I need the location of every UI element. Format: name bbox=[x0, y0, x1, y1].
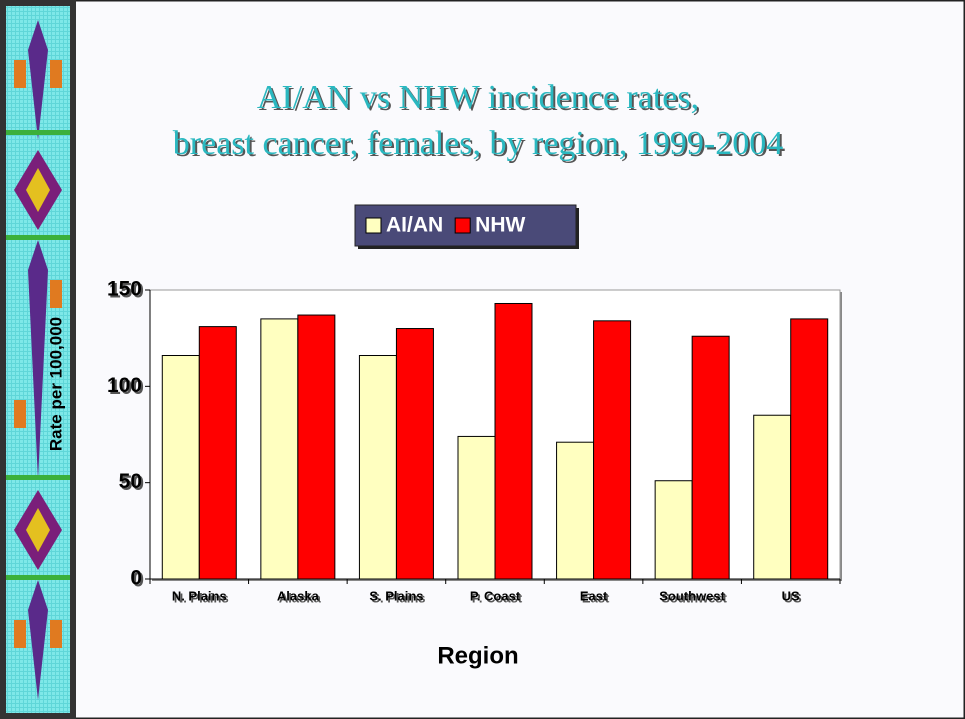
x-tick-label: S. Plains bbox=[369, 588, 423, 603]
x-tick-label: US bbox=[782, 588, 800, 603]
bar bbox=[198, 326, 237, 580]
bar bbox=[457, 435, 496, 580]
bar bbox=[260, 318, 299, 580]
chart-subtitle: breast cancer, females, by region, 1999-… bbox=[173, 125, 783, 162]
legend-swatch bbox=[454, 217, 471, 234]
bar bbox=[790, 318, 829, 580]
bar bbox=[297, 314, 336, 580]
bar bbox=[161, 355, 200, 580]
x-tick-label: Alaska bbox=[277, 588, 320, 603]
y-axis-label: Rate per 100,000 bbox=[46, 317, 65, 451]
x-tick-label: East bbox=[580, 588, 608, 603]
bar bbox=[753, 414, 792, 580]
chart-title: AI/AN vs NHW incidence rates, bbox=[257, 79, 699, 116]
legend-label: AI/AN bbox=[386, 214, 443, 237]
bar bbox=[691, 335, 730, 580]
bar bbox=[556, 441, 595, 580]
y-tick-label: 100 bbox=[107, 374, 142, 397]
x-tick-label: P. Coast bbox=[470, 588, 521, 603]
bar bbox=[358, 355, 397, 580]
x-axis-label: Region bbox=[437, 642, 518, 669]
bar bbox=[395, 328, 434, 580]
bar bbox=[654, 480, 693, 580]
y-tick-label: 50 bbox=[119, 470, 142, 493]
x-tick-label: Southwest bbox=[659, 588, 725, 603]
y-tick-label: 0 bbox=[130, 567, 142, 590]
bar bbox=[494, 302, 533, 580]
legend-swatch bbox=[365, 217, 382, 234]
decorative-strip bbox=[0, 0, 76, 719]
y-tick-label: 150 bbox=[107, 278, 142, 301]
x-tick-label: N. Plains bbox=[172, 588, 227, 603]
legend-label: NHW bbox=[475, 214, 525, 237]
bar bbox=[593, 320, 632, 580]
